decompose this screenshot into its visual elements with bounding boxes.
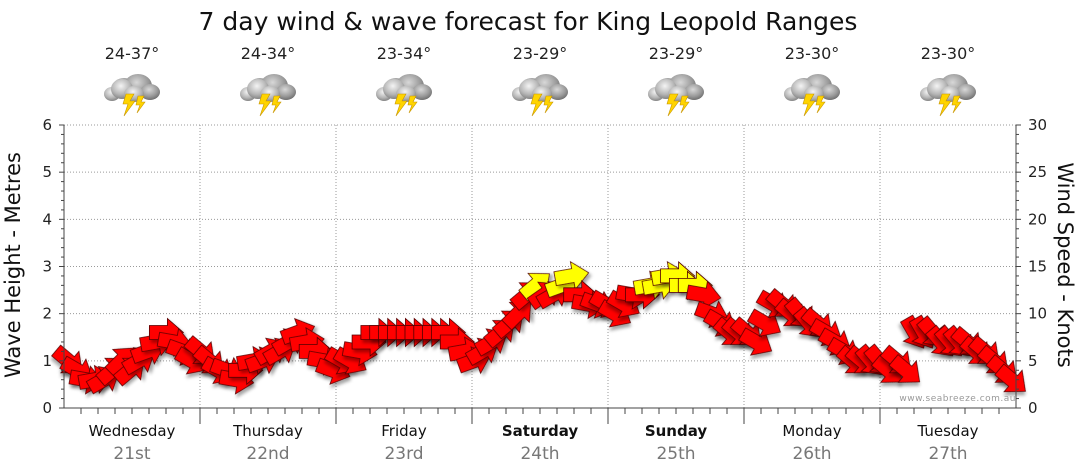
day-name-label: Wednesday: [89, 422, 176, 440]
day-name-label: Thursday: [232, 422, 303, 440]
day-name-label: Monday: [782, 422, 841, 440]
day-name-label: Saturday: [502, 422, 579, 440]
temperature-label: 23-30°: [785, 44, 840, 63]
weather-icon-row: [104, 74, 976, 117]
y-right-tick-label: 25: [1028, 163, 1047, 181]
day-name-label: Tuesday: [916, 422, 978, 440]
day-date-label: 22nd: [246, 444, 289, 464]
day-date-label: 23rd: [384, 444, 423, 464]
y-right-tick-label: 30: [1028, 116, 1047, 134]
y-left-tick-label: 1: [42, 352, 52, 370]
day-name-label: Friday: [381, 422, 427, 440]
thunderstorm-icon: [784, 74, 840, 117]
thunderstorm-icon: [104, 74, 160, 117]
thunderstorm-icon: [512, 74, 568, 117]
y-left-tick-label: 0: [42, 399, 52, 417]
day-date-label: 27th: [928, 444, 967, 464]
wind-arrow: [888, 354, 921, 383]
y-right-tick-label: 0: [1028, 399, 1038, 417]
y-right-tick-label: 10: [1028, 305, 1047, 323]
y-axis-left-label: Wave Height - Metres: [1, 152, 25, 378]
y-right-tick-label: 5: [1028, 352, 1038, 370]
temperature-label: 23-34°: [377, 44, 432, 63]
thunderstorm-icon: [920, 74, 976, 117]
day-name-label: Sunday: [645, 422, 708, 440]
axes: 0 1 2 3 4 5 6 0 5 10 15 20 25 30: [42, 116, 1047, 424]
thunderstorm-icon: [376, 74, 432, 117]
day-date-label: 25th: [656, 444, 695, 464]
y-left-tick-label: 3: [42, 258, 52, 276]
chart-title: 7 day wind & wave forecast for King Leop…: [199, 7, 858, 36]
thunderstorm-icon: [648, 74, 704, 117]
temperature-label: 23-29°: [513, 44, 568, 63]
day-date-label: 24th: [520, 444, 559, 464]
day-date-label: 26th: [792, 444, 831, 464]
temperature-label: 23-29°: [649, 44, 704, 63]
day-labels: Wednesday 21st Thursday 22nd Friday 23rd Satur…: [89, 422, 979, 464]
y-left-tick-label: 5: [42, 163, 52, 181]
y-axis-right-label: Wind Speed - Knots: [1053, 162, 1077, 367]
wind-arrow-series: [51, 260, 1026, 395]
temperature-label: 23-30°: [921, 44, 976, 63]
y-left-tick-label: 4: [42, 210, 52, 228]
credit-text: www.seabreeze.com.au: [899, 394, 1016, 404]
y-right-tick-label: 20: [1028, 210, 1047, 228]
wind-arrow: [501, 300, 532, 331]
y-left-tick-label: 6: [42, 116, 52, 134]
thunderstorm-icon: [240, 74, 296, 117]
y-left-tick-label: 2: [42, 305, 52, 323]
temperature-label: 24-37°: [105, 44, 160, 63]
y-right-tick-label: 15: [1028, 258, 1047, 276]
day-date-label: 21st: [113, 444, 150, 464]
plot-grid: [64, 124, 1016, 408]
temperature-label: 24-34°: [241, 44, 296, 63]
wind-arrow: [994, 363, 1026, 393]
temperature-row: 24-37° 24-34° 23-34° 23-29° 23-29° 23-30° 23-3…: [105, 44, 976, 63]
wind-arrow: [685, 280, 722, 310]
